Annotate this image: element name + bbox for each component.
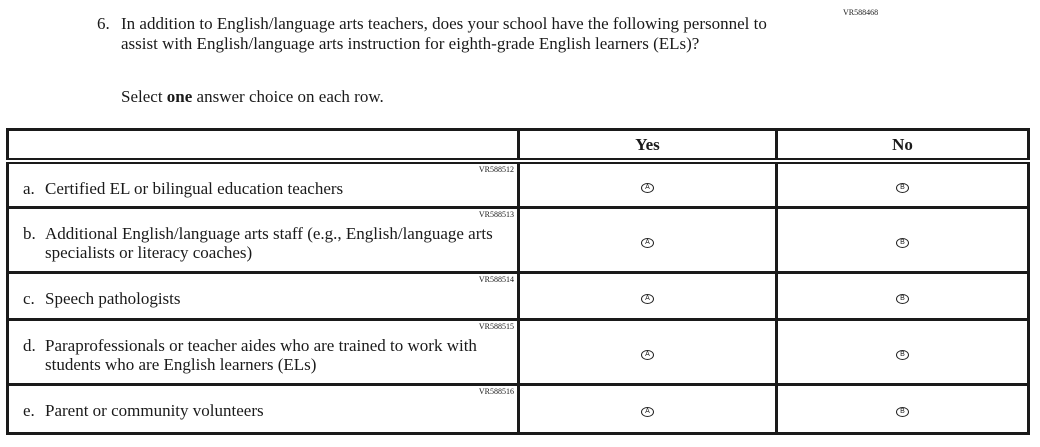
- question-id: VR588468: [843, 8, 879, 17]
- yes-cell: A: [517, 383, 778, 435]
- no-cell: B: [775, 271, 1030, 321]
- instruction-pre: Select: [121, 87, 167, 106]
- answer-bubble-yes[interactable]: A: [641, 238, 654, 248]
- row-label-cell: VR588516 e. Parent or community volunteer…: [6, 383, 520, 435]
- no-cell: B: [775, 383, 1030, 435]
- header-no: No: [775, 128, 1030, 164]
- row-label: d. Paraprofessionals or teacher aides who…: [9, 321, 517, 374]
- question-text: In addition to English/language arts tea…: [121, 14, 767, 53]
- no-cell: B: [775, 206, 1030, 274]
- row-label-cell: VR588513 b. Additional English/language a…: [6, 206, 520, 274]
- row-id: VR588514: [478, 275, 514, 284]
- row-label: e. Parent or community volunteers: [9, 386, 517, 420]
- row-letter: e.: [23, 401, 35, 420]
- row-id: VR588512: [478, 165, 514, 174]
- row-label-cell: VR588512 a. Certified EL or bilingual edu…: [6, 159, 520, 209]
- question-number: 6.: [97, 14, 110, 33]
- no-cell: B: [775, 318, 1030, 386]
- row-text: Paraprofessionals or teacher aides who a…: [45, 336, 477, 374]
- table-row: VR588513 b. Additional English/language a…: [6, 206, 1030, 274]
- answer-bubble-yes[interactable]: A: [641, 350, 654, 360]
- table-row: VR588514 c. Speech pathologists A B: [6, 271, 1030, 321]
- yes-cell: A: [517, 271, 778, 321]
- table-row: VR588516 e. Parent or community volunteer…: [6, 383, 1030, 435]
- row-label: b. Additional English/language arts staff…: [9, 209, 517, 262]
- row-letter: d.: [23, 336, 36, 355]
- row-label-cell: VR588514 c. Speech pathologists: [6, 271, 520, 321]
- row-letter: a.: [23, 179, 35, 198]
- row-text: Speech pathologists: [45, 289, 181, 308]
- row-text: Additional English/language arts staff (…: [45, 224, 493, 262]
- row-text: Parent or community volunteers: [45, 401, 264, 420]
- answer-bubble-yes[interactable]: A: [641, 183, 654, 193]
- table-row: VR588512 a. Certified EL or bilingual edu…: [6, 159, 1030, 209]
- no-cell: B: [775, 159, 1030, 209]
- row-id: VR588513: [478, 210, 514, 219]
- row-id: VR588515: [478, 322, 514, 331]
- row-letter: b.: [23, 224, 36, 243]
- row-label-cell: VR588515 d. Paraprofessionals or teacher …: [6, 318, 520, 386]
- row-id: VR588516: [478, 387, 514, 396]
- yes-cell: A: [517, 159, 778, 209]
- answer-bubble-no[interactable]: B: [896, 407, 909, 417]
- response-table: Yes No VR588512 a. Certified EL or biling…: [6, 128, 1030, 435]
- instruction-post: answer choice on each row.: [192, 87, 384, 106]
- header-item: [6, 128, 520, 164]
- row-letter: c.: [23, 289, 35, 308]
- instruction-bold: one: [166, 87, 193, 106]
- instruction: Select one answer choice on each row.: [121, 87, 384, 107]
- answer-bubble-no[interactable]: B: [896, 183, 909, 193]
- answer-bubble-yes[interactable]: A: [641, 294, 654, 304]
- row-label: c. Speech pathologists: [9, 274, 517, 308]
- answer-bubble-no[interactable]: B: [896, 238, 909, 248]
- yes-cell: A: [517, 318, 778, 386]
- row-label: a. Certified EL or bilingual education te…: [9, 164, 517, 198]
- answer-bubble-no[interactable]: B: [896, 350, 909, 360]
- yes-cell: A: [517, 206, 778, 274]
- row-text: Certified EL or bilingual education teac…: [45, 179, 344, 198]
- answer-bubble-no[interactable]: B: [896, 294, 909, 304]
- header-yes: Yes: [517, 128, 778, 164]
- table-row: VR588515 d. Paraprofessionals or teacher …: [6, 318, 1030, 386]
- answer-bubble-yes[interactable]: A: [641, 407, 654, 417]
